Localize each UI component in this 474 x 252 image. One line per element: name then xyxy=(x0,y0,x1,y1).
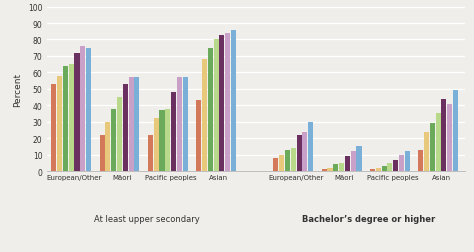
Bar xyxy=(297,135,301,171)
Bar xyxy=(159,111,164,171)
Bar xyxy=(111,109,116,171)
Bar xyxy=(177,78,182,171)
Bar xyxy=(128,78,134,171)
Bar xyxy=(134,78,139,171)
Bar xyxy=(165,109,170,171)
Text: At least upper secondary: At least upper secondary xyxy=(94,214,200,223)
Bar xyxy=(213,40,219,171)
Bar xyxy=(182,78,188,171)
Bar xyxy=(225,34,230,171)
Bar xyxy=(123,85,128,171)
Bar xyxy=(382,166,387,171)
Y-axis label: Percent: Percent xyxy=(13,73,22,106)
Bar xyxy=(69,65,74,171)
Bar xyxy=(80,47,85,171)
Bar xyxy=(291,148,296,171)
Bar xyxy=(208,48,213,171)
Bar xyxy=(447,104,452,171)
Bar xyxy=(393,160,398,171)
Bar xyxy=(196,101,201,171)
Bar xyxy=(399,155,404,171)
Bar xyxy=(285,150,290,171)
Bar xyxy=(424,132,429,171)
Bar xyxy=(279,155,284,171)
Text: Bachelor’s degree or higher: Bachelor’s degree or higher xyxy=(302,214,435,223)
Bar xyxy=(57,76,62,171)
Bar xyxy=(328,168,333,171)
Bar xyxy=(370,170,375,171)
Bar xyxy=(418,150,423,171)
Bar xyxy=(376,168,381,171)
Bar xyxy=(86,48,91,171)
Bar xyxy=(302,132,308,171)
Bar xyxy=(339,163,344,171)
Bar xyxy=(219,35,224,171)
Bar xyxy=(202,60,207,171)
Bar xyxy=(345,156,350,171)
Bar xyxy=(154,119,159,171)
Bar xyxy=(74,53,80,171)
Bar xyxy=(356,147,362,171)
Bar xyxy=(105,122,110,171)
Bar xyxy=(51,85,56,171)
Bar xyxy=(231,30,236,171)
Bar xyxy=(171,93,176,171)
Bar xyxy=(322,170,327,171)
Bar xyxy=(405,152,410,171)
Bar xyxy=(117,98,122,171)
Bar xyxy=(308,122,313,171)
Bar xyxy=(63,67,68,171)
Bar xyxy=(333,165,338,171)
Bar xyxy=(387,163,392,171)
Bar xyxy=(273,158,278,171)
Bar xyxy=(430,124,435,171)
Bar xyxy=(100,135,105,171)
Bar xyxy=(453,91,458,171)
Bar xyxy=(441,99,447,171)
Bar xyxy=(148,135,153,171)
Bar xyxy=(436,114,441,171)
Bar xyxy=(351,152,356,171)
